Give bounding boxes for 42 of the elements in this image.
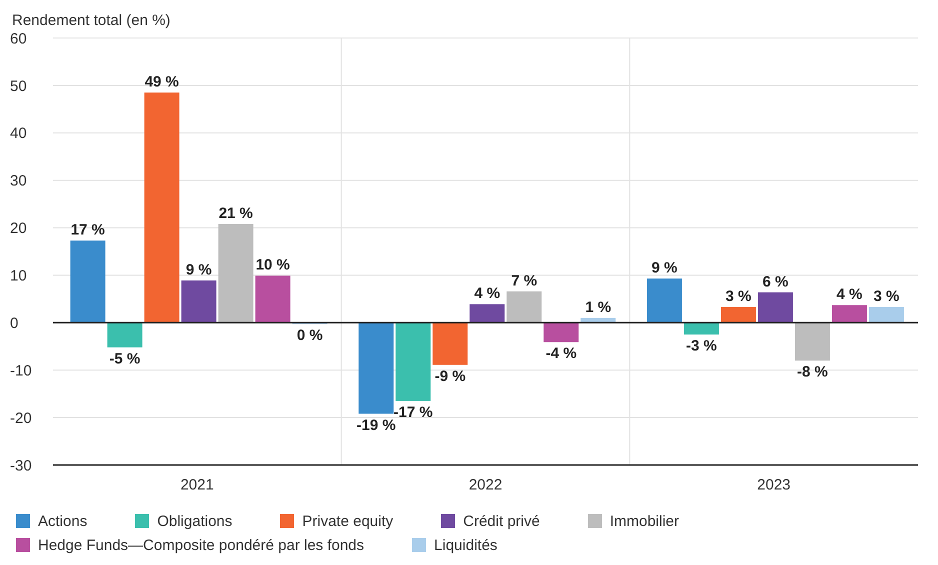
x-tick-label: 2022 <box>468 476 502 494</box>
y-tick-label: 0 <box>10 314 18 332</box>
legend-label: Private equity <box>302 512 394 530</box>
x-tick-label: 2021 <box>180 476 214 494</box>
data-label: 49 % <box>144 74 179 91</box>
data-label: 7 % <box>511 272 538 290</box>
legend-label: Liquidités <box>434 536 498 554</box>
legend-label: Immobilier <box>610 512 680 530</box>
data-label: 1 % <box>585 298 612 316</box>
data-label: 3 % <box>874 288 900 306</box>
data-label: 6 % <box>762 273 788 290</box>
legend-label: Crédit privé <box>463 512 540 530</box>
y-axis-title: Rendement total (en %) <box>12 12 170 29</box>
y-tick-label: -30 <box>10 457 32 474</box>
data-label: -5 % <box>109 350 140 368</box>
y-tick-label: 40 <box>10 125 27 142</box>
y-tick-label: 10 <box>10 268 27 285</box>
legend-label: Hedge Funds—Composite pondéré par les fonds <box>38 536 364 554</box>
y-tick-label: -10 <box>10 362 32 380</box>
x-tick-label: 2023 <box>757 476 791 494</box>
data-label: -4 % <box>546 345 577 362</box>
data-label: -19 % <box>356 416 396 434</box>
data-label: -8 % <box>797 364 828 381</box>
data-label: 9 % <box>652 260 678 277</box>
data-label: 3 % <box>726 288 752 306</box>
data-label: 9 % <box>186 261 212 278</box>
data-label: 17 % <box>70 222 105 239</box>
y-tick-label: 60 <box>10 30 27 48</box>
data-label: 21 % <box>218 204 253 222</box>
legend-label: Obligations <box>157 512 232 530</box>
y-tick-label: 50 <box>10 78 27 95</box>
y-tick-label: 30 <box>10 172 27 190</box>
data-label: -3 % <box>686 338 717 355</box>
data-label: 0 % <box>296 327 323 344</box>
data-label: 4 % <box>474 285 500 302</box>
data-label: 10 % <box>256 256 290 274</box>
data-label: -9 % <box>434 368 466 385</box>
legend-label: Actions <box>38 512 88 530</box>
y-tick-label: -20 <box>10 410 32 427</box>
y-tick-label: 20 <box>10 220 27 238</box>
data-label: 4 % <box>836 286 862 304</box>
data-label: -17 % <box>394 404 433 421</box>
